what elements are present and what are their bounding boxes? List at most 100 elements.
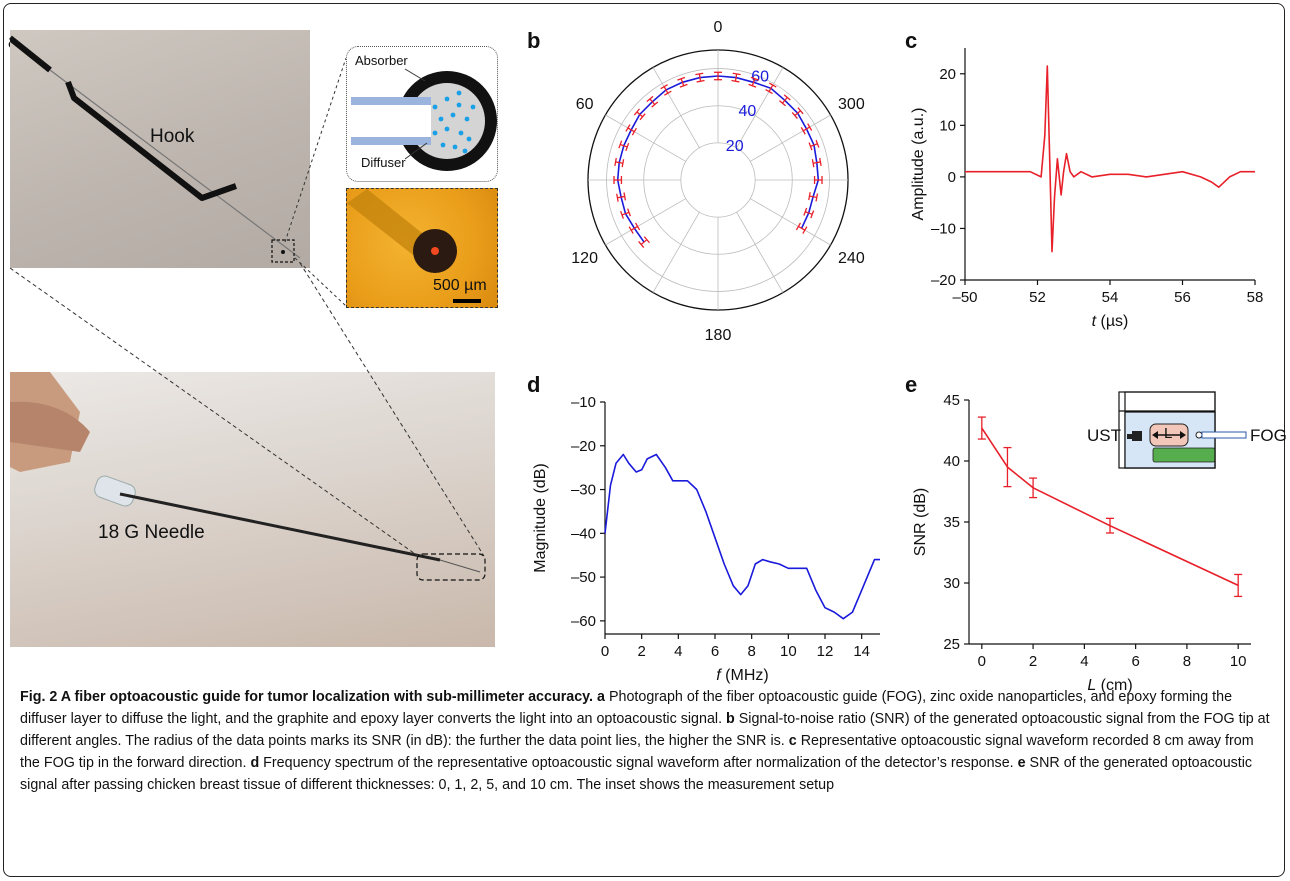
error-bar-stem: [698, 73, 702, 82]
polar-error-bar: [748, 76, 759, 88]
polar-snr-line: [616, 75, 820, 243]
polar-error-bar: [660, 84, 672, 96]
error-bar-cap: [621, 159, 625, 168]
y-tick-label: –40: [571, 525, 596, 542]
y-tick-label: –50: [571, 569, 596, 586]
tip-schematic-inset: Absorber Diffuser: [346, 46, 498, 182]
caption-b-letter: b: [726, 711, 735, 727]
polar-angle-tick: 180: [705, 327, 732, 344]
error-bar-cap: [808, 142, 813, 151]
y-tick-label: –10: [571, 394, 596, 411]
y-tick-label: 45: [943, 392, 960, 409]
caption-e-text: SNR of the generated optoacoustic signal…: [20, 755, 1253, 793]
ust-label: UST: [1087, 426, 1121, 445]
x-tick-label: –50: [952, 289, 977, 306]
panel-label-b: b: [527, 28, 541, 53]
polar-radial-tick: 40: [739, 103, 757, 120]
x-axis-label: t (µs): [1092, 313, 1129, 330]
error-bar-cap: [808, 192, 811, 201]
polar-spoke: [736, 211, 784, 293]
error-bar-stem: [802, 126, 810, 132]
error-bar-cap: [765, 88, 773, 95]
figure-caption: Fig. 2 A fiber optoacoustic guide for tu…: [20, 686, 1270, 796]
data-series-line: [604, 453, 880, 620]
error-bar-cap: [732, 72, 741, 76]
error-bar: [1003, 446, 1012, 488]
x-tick-label: 6: [711, 643, 719, 660]
error-bar-stem: [781, 97, 788, 104]
y-tick-label: 30: [943, 575, 960, 592]
error-bar-stem: [640, 239, 648, 245]
error-bar-stem: [812, 161, 821, 164]
error-bar-cap: [651, 101, 659, 108]
error-bar-cap: [783, 94, 791, 101]
error-bar-cap: [695, 72, 704, 76]
error-bar-cap: [795, 222, 801, 231]
error-bar-cap: [625, 142, 630, 151]
scale-bar-label: 500 µm: [433, 277, 487, 294]
x-tick-label: 6: [1131, 653, 1139, 670]
y-tick-label: 20: [939, 66, 956, 83]
polar-spoke: [749, 114, 831, 162]
error-bar-stem: [621, 211, 630, 216]
error-bar-stem: [810, 143, 818, 147]
error-bar-cap: [635, 222, 641, 231]
polar-error-bar: [808, 192, 819, 202]
polar-spoke: [605, 198, 687, 246]
error-bar-stem: [809, 195, 817, 199]
polar-error-bar: [638, 236, 650, 248]
error-bar-cap: [618, 140, 623, 149]
polar-spoke: [736, 67, 784, 149]
error-bar-cap: [625, 124, 631, 132]
error-bar-stem: [794, 110, 801, 117]
error-bar-cap: [778, 100, 786, 107]
y-tick-label: –30: [571, 482, 596, 499]
polar-angle-tick: 60: [576, 96, 594, 113]
polar-error-bar: [808, 139, 820, 151]
polar-radial-tick: 20: [726, 138, 744, 155]
y-tick-label: –20: [571, 438, 596, 455]
needle-label: 18 G Needle: [98, 522, 205, 543]
needle-drawing: [10, 372, 486, 581]
x-tick-label: 10: [1230, 653, 1247, 670]
waveform-chart: –50 52 54 56 58 –20 –10 0 10 20 t (µs) Amplitude (a…: [910, 48, 1263, 330]
y-tick-label: 35: [943, 514, 960, 531]
y-tick-label: –20: [931, 272, 956, 289]
polar-snr-chart: 0 60 120 180 240 300 20 40 60: [571, 19, 865, 344]
error-bar-cap: [791, 112, 798, 120]
y-tick-label: –10: [931, 220, 956, 237]
y-axis-label: Amplitude (a.u.): [910, 108, 927, 221]
x-tick-label: 2: [637, 643, 645, 660]
x-tick-label: 12: [817, 643, 834, 660]
error-bar-cap: [803, 207, 808, 216]
error-bar-stem: [627, 127, 635, 133]
error-bar-cap: [660, 84, 668, 90]
x-tick-label: 4: [674, 643, 682, 660]
micrograph-drawing: [347, 189, 481, 303]
error-bar-cap: [811, 159, 815, 168]
x-axis-label: L (cm): [1087, 677, 1132, 694]
error-bar-cap: [807, 123, 813, 131]
polar-error-bar: [811, 157, 822, 168]
error-bar-cap: [639, 113, 646, 121]
polar-error-bar: [646, 95, 659, 108]
error-bar-cap: [750, 76, 759, 81]
x-tick-label: 0: [978, 653, 986, 670]
x-tick-label: 56: [1174, 289, 1191, 306]
x-tick-label: 0: [601, 643, 609, 660]
error-bar: [1106, 517, 1114, 534]
error-bar-cap: [696, 79, 705, 83]
polar-radial-tick: 60: [751, 68, 769, 85]
polar-error-bar: [803, 207, 815, 219]
caption-c-text: Representative optoacoustic signal wavef…: [20, 733, 1254, 771]
error-bar: [1029, 477, 1038, 499]
caption-d-text: Frequency spectrum of the representative…: [263, 755, 1014, 771]
x-tick-label: 2: [1029, 653, 1037, 670]
polar-error-bar: [677, 76, 688, 88]
error-bar-stem: [649, 98, 656, 106]
hook-drawing: [10, 35, 301, 263]
polar-error-bar: [620, 208, 631, 219]
error-bar-stem: [663, 86, 669, 94]
fog-label: FOG: [1250, 426, 1287, 445]
error-bar-cap: [614, 157, 617, 166]
